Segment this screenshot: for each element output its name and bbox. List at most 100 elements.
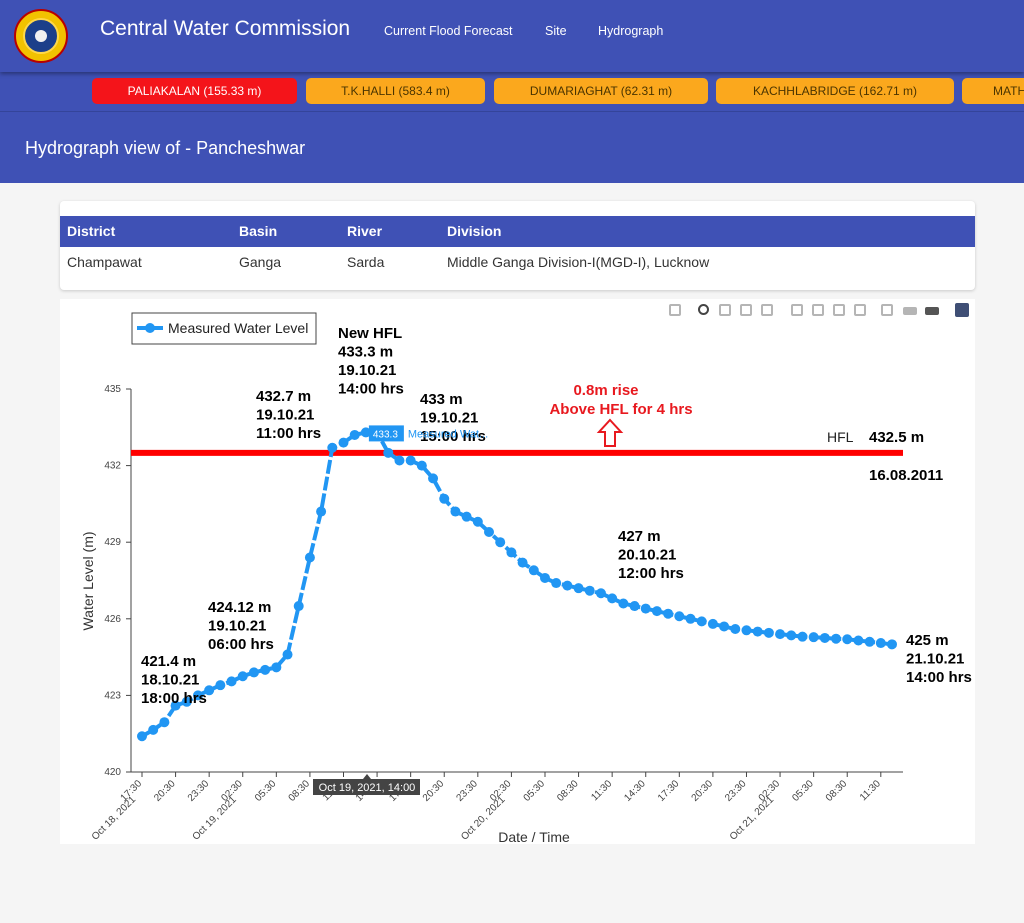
spike-lines-icon[interactable] bbox=[881, 304, 893, 316]
annotation-text: 19.10.21 bbox=[338, 362, 396, 379]
data-point[interactable] bbox=[137, 731, 147, 742]
data-point[interactable] bbox=[237, 671, 248, 682]
data-point[interactable] bbox=[495, 537, 506, 548]
data-point[interactable] bbox=[842, 634, 853, 645]
data-point[interactable] bbox=[450, 506, 461, 517]
data-point[interactable] bbox=[472, 516, 483, 527]
station-chip[interactable]: PALIAKALAN (155.33 m) bbox=[92, 78, 297, 104]
reset-axes-icon[interactable] bbox=[854, 304, 866, 316]
nav-site[interactable]: Site bbox=[545, 24, 567, 38]
data-point[interactable] bbox=[819, 632, 830, 643]
data-point[interactable] bbox=[539, 572, 550, 583]
station-chip[interactable]: T.K.HALLI (583.4 m) bbox=[306, 78, 485, 104]
autoscale-icon[interactable] bbox=[833, 304, 845, 316]
data-point[interactable] bbox=[651, 606, 662, 617]
hover-closest-icon[interactable] bbox=[903, 307, 917, 315]
box-select-icon[interactable] bbox=[740, 304, 752, 316]
data-point[interactable] bbox=[304, 552, 315, 563]
data-point[interactable] bbox=[875, 638, 886, 649]
data-point[interactable] bbox=[618, 598, 629, 609]
data-point[interactable] bbox=[316, 506, 327, 517]
annotation-text: 19.10.21 bbox=[256, 407, 314, 424]
data-point[interactable] bbox=[405, 455, 416, 466]
data-point[interactable] bbox=[271, 662, 282, 673]
station-strip: PALIAKALAN (155.33 m) T.K.HALLI (583.4 m… bbox=[0, 72, 1024, 112]
data-point[interactable] bbox=[226, 676, 237, 687]
annotation-text: 18:00 hrs bbox=[141, 690, 207, 707]
data-point[interactable] bbox=[864, 636, 875, 647]
data-point[interactable] bbox=[663, 608, 674, 619]
data-point[interactable] bbox=[159, 717, 170, 728]
data-point[interactable] bbox=[148, 724, 159, 735]
data-point[interactable] bbox=[752, 626, 763, 637]
x-tick-label: 05:30 bbox=[790, 778, 816, 804]
data-point[interactable] bbox=[416, 460, 427, 471]
data-point[interactable] bbox=[607, 593, 618, 604]
data-point[interactable] bbox=[741, 625, 752, 636]
data-point[interactable] bbox=[775, 629, 786, 640]
hover-compare-icon[interactable] bbox=[925, 307, 939, 315]
zoom-in-icon[interactable] bbox=[791, 304, 803, 316]
data-point[interactable] bbox=[170, 700, 181, 711]
data-point[interactable] bbox=[853, 635, 864, 646]
data-point[interactable] bbox=[887, 639, 897, 650]
data-point[interactable] bbox=[730, 624, 741, 635]
data-point[interactable] bbox=[428, 473, 439, 484]
data-point[interactable] bbox=[506, 547, 517, 558]
data-point[interactable] bbox=[394, 455, 405, 466]
data-point[interactable] bbox=[584, 585, 595, 596]
zoom-icon[interactable] bbox=[698, 304, 709, 315]
data-point[interactable] bbox=[461, 511, 472, 522]
data-point[interactable] bbox=[204, 685, 215, 696]
x-tick-label: 20:30 bbox=[152, 778, 178, 804]
data-point[interactable] bbox=[282, 649, 293, 660]
data-point[interactable] bbox=[786, 630, 797, 641]
data-point[interactable] bbox=[260, 664, 271, 675]
hydrograph-card bbox=[60, 299, 975, 844]
zoom-out-icon[interactable] bbox=[812, 304, 824, 316]
data-point[interactable] bbox=[719, 621, 730, 632]
station-chip[interactable]: DUMARIAGHAT (62.31 m) bbox=[494, 78, 708, 104]
data-point[interactable] bbox=[808, 632, 819, 643]
data-point[interactable] bbox=[338, 437, 349, 448]
lasso-icon[interactable] bbox=[761, 304, 773, 316]
data-point[interactable] bbox=[797, 631, 808, 642]
data-point[interactable] bbox=[685, 613, 696, 624]
data-point[interactable] bbox=[562, 580, 573, 591]
data-point[interactable] bbox=[517, 557, 528, 568]
data-point[interactable] bbox=[551, 578, 562, 589]
nav-current-flood-forecast[interactable]: Current Flood Forecast bbox=[384, 24, 513, 38]
data-point[interactable] bbox=[640, 603, 651, 614]
data-point[interactable] bbox=[248, 667, 259, 678]
x-tick-label: 20:30 bbox=[690, 778, 716, 804]
data-point[interactable] bbox=[763, 627, 774, 638]
pan-icon[interactable] bbox=[719, 304, 731, 316]
data-point[interactable] bbox=[696, 616, 707, 627]
data-point[interactable] bbox=[707, 618, 718, 629]
nav-hydrograph[interactable]: Hydrograph bbox=[598, 24, 664, 38]
data-point[interactable] bbox=[181, 696, 192, 707]
data-point[interactable] bbox=[349, 429, 360, 440]
data-point[interactable] bbox=[573, 583, 584, 594]
data-point[interactable] bbox=[439, 493, 450, 504]
data-point[interactable] bbox=[327, 442, 338, 453]
annotation-text: 14:00 hrs bbox=[338, 381, 404, 398]
station-chip[interactable]: MATH bbox=[962, 78, 1024, 104]
rise-note: Above HFL for 4 hrs bbox=[549, 401, 692, 418]
data-point[interactable] bbox=[293, 601, 304, 612]
station-chip[interactable]: KACHHLABRIDGE (162.71 m) bbox=[716, 78, 954, 104]
data-point[interactable] bbox=[595, 588, 606, 599]
plotly-logo-icon[interactable] bbox=[955, 303, 969, 317]
x-tick-label: 05:30 bbox=[253, 778, 279, 804]
data-point[interactable] bbox=[192, 690, 203, 701]
data-point[interactable] bbox=[484, 526, 495, 537]
data-point[interactable] bbox=[528, 565, 539, 576]
data-point[interactable] bbox=[831, 633, 842, 644]
data-point[interactable] bbox=[215, 680, 226, 691]
data-point[interactable] bbox=[629, 601, 640, 612]
data-point[interactable] bbox=[360, 427, 371, 438]
camera-icon[interactable] bbox=[669, 304, 681, 316]
data-point[interactable] bbox=[383, 447, 394, 458]
annotation-text: 432.7 m bbox=[256, 388, 311, 405]
data-point[interactable] bbox=[674, 611, 685, 622]
